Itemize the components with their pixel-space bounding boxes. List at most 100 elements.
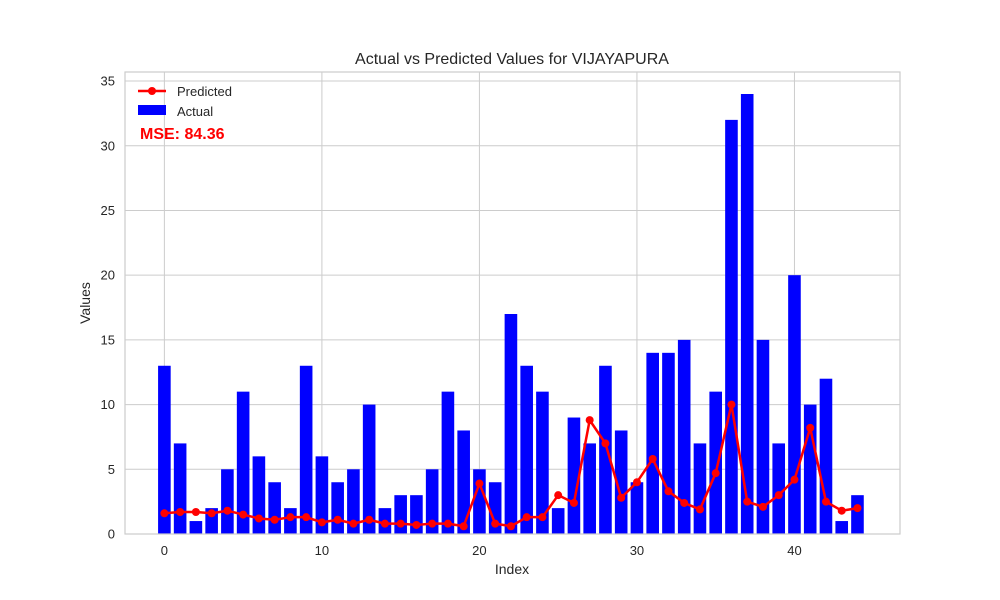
predicted-point [239, 510, 248, 519]
actual-bar [835, 521, 849, 534]
actual-bar [457, 430, 470, 534]
legend-actual-swatch [138, 105, 166, 115]
actual-bar [441, 391, 455, 534]
actual-bar [630, 482, 644, 534]
line-layer [160, 400, 862, 531]
predicted-point [191, 508, 200, 516]
predicted-point [491, 519, 500, 528]
predicted-point [254, 514, 263, 523]
predicted-point [806, 423, 815, 432]
actual-bar [331, 482, 344, 534]
predicted-point [286, 513, 295, 522]
actual-bar [473, 469, 486, 534]
predicted-point [790, 475, 799, 484]
actual-bar [756, 339, 770, 534]
predicted-point [459, 522, 468, 531]
predicted-point [648, 454, 657, 463]
predicted-point [506, 522, 515, 531]
predicted-point [758, 502, 767, 511]
actual-bar [583, 443, 596, 534]
predicted-point [695, 505, 704, 514]
actual-bar [394, 495, 407, 534]
predicted-point [522, 513, 531, 522]
actual-bar [536, 391, 549, 534]
x-tick-label: 30 [630, 543, 644, 558]
predicted-point [680, 498, 689, 507]
actual-bar [315, 456, 329, 534]
predicted-point [617, 493, 626, 502]
actual-bar [520, 365, 533, 534]
legend-predicted-marker [148, 87, 156, 95]
actual-bar [851, 495, 864, 534]
legend: Predicted Actual [138, 84, 232, 119]
y-tick-label: 30 [101, 138, 115, 153]
actual-bar [362, 404, 376, 534]
predicted-point [207, 509, 216, 518]
chart-title: Actual vs Predicted Values for VIJAYAPUR… [355, 51, 669, 68]
plot-frame [124, 71, 901, 535]
y-tick-label: 35 [101, 74, 115, 89]
predicted-point [569, 498, 578, 507]
predicted-point [585, 416, 594, 425]
predicted-point [428, 519, 437, 528]
predicted-point [853, 504, 862, 513]
actual-bar [347, 469, 360, 534]
y-tick-label: 25 [101, 203, 115, 218]
predicted-point [475, 479, 484, 488]
actual-bar [221, 469, 234, 534]
predicted-point [538, 513, 547, 522]
actual-bar [693, 443, 707, 534]
predicted-point [302, 513, 311, 522]
actual-bar [268, 482, 281, 534]
legend-predicted-label: Predicted [177, 84, 232, 99]
predicted-point [743, 497, 752, 506]
legend-actual-label: Actual [177, 104, 213, 119]
actual-bar [788, 275, 801, 534]
actual-bar [252, 456, 266, 534]
predicted-point [632, 478, 641, 487]
actual-bar [740, 94, 754, 534]
actual-bar [725, 119, 738, 534]
predicted-point [349, 519, 358, 528]
predicted-point [223, 506, 232, 515]
actual-bar [189, 521, 203, 534]
y-tick-label: 15 [101, 332, 115, 347]
actual-bar [299, 365, 313, 534]
actual-bar [599, 365, 612, 534]
x-axis-label: Index [495, 561, 529, 577]
y-tick-label: 0 [108, 527, 115, 542]
actual-bar [236, 391, 250, 534]
actual-bar [662, 352, 675, 534]
actual-bar [173, 443, 187, 534]
actual-bar [551, 508, 565, 534]
predicted-point [443, 519, 452, 528]
predicted-point [412, 520, 421, 529]
predicted-point [774, 491, 783, 500]
actual-bar [158, 365, 171, 534]
predicted-point [711, 469, 720, 478]
y-tick-label: 10 [101, 397, 115, 412]
predicted-point [176, 508, 185, 516]
actual-bar [709, 391, 723, 534]
x-tick-label: 40 [787, 543, 801, 558]
actual-bar [646, 352, 659, 534]
predicted-point [727, 400, 736, 409]
ticks-layer: 0 10 20 30 40 0 5 10 15 20 25 30 35 [101, 74, 802, 558]
actual-bar [677, 339, 691, 534]
predicted-point [365, 515, 374, 524]
x-tick-label: 10 [315, 543, 329, 558]
predicted-point [601, 439, 610, 448]
predicted-point [664, 487, 673, 496]
predicted-point [270, 515, 279, 524]
predicted-point [333, 515, 342, 524]
grid-layer [125, 72, 900, 535]
actual-bar [504, 314, 518, 534]
predicted-point [821, 497, 830, 506]
actual-bar [819, 378, 833, 534]
actual-bar [425, 469, 439, 534]
y-axis-label: Values [77, 282, 93, 324]
y-tick-label: 20 [101, 268, 115, 283]
predicted-point [554, 491, 563, 500]
predicted-point [160, 509, 169, 518]
predicted-point [396, 519, 405, 528]
